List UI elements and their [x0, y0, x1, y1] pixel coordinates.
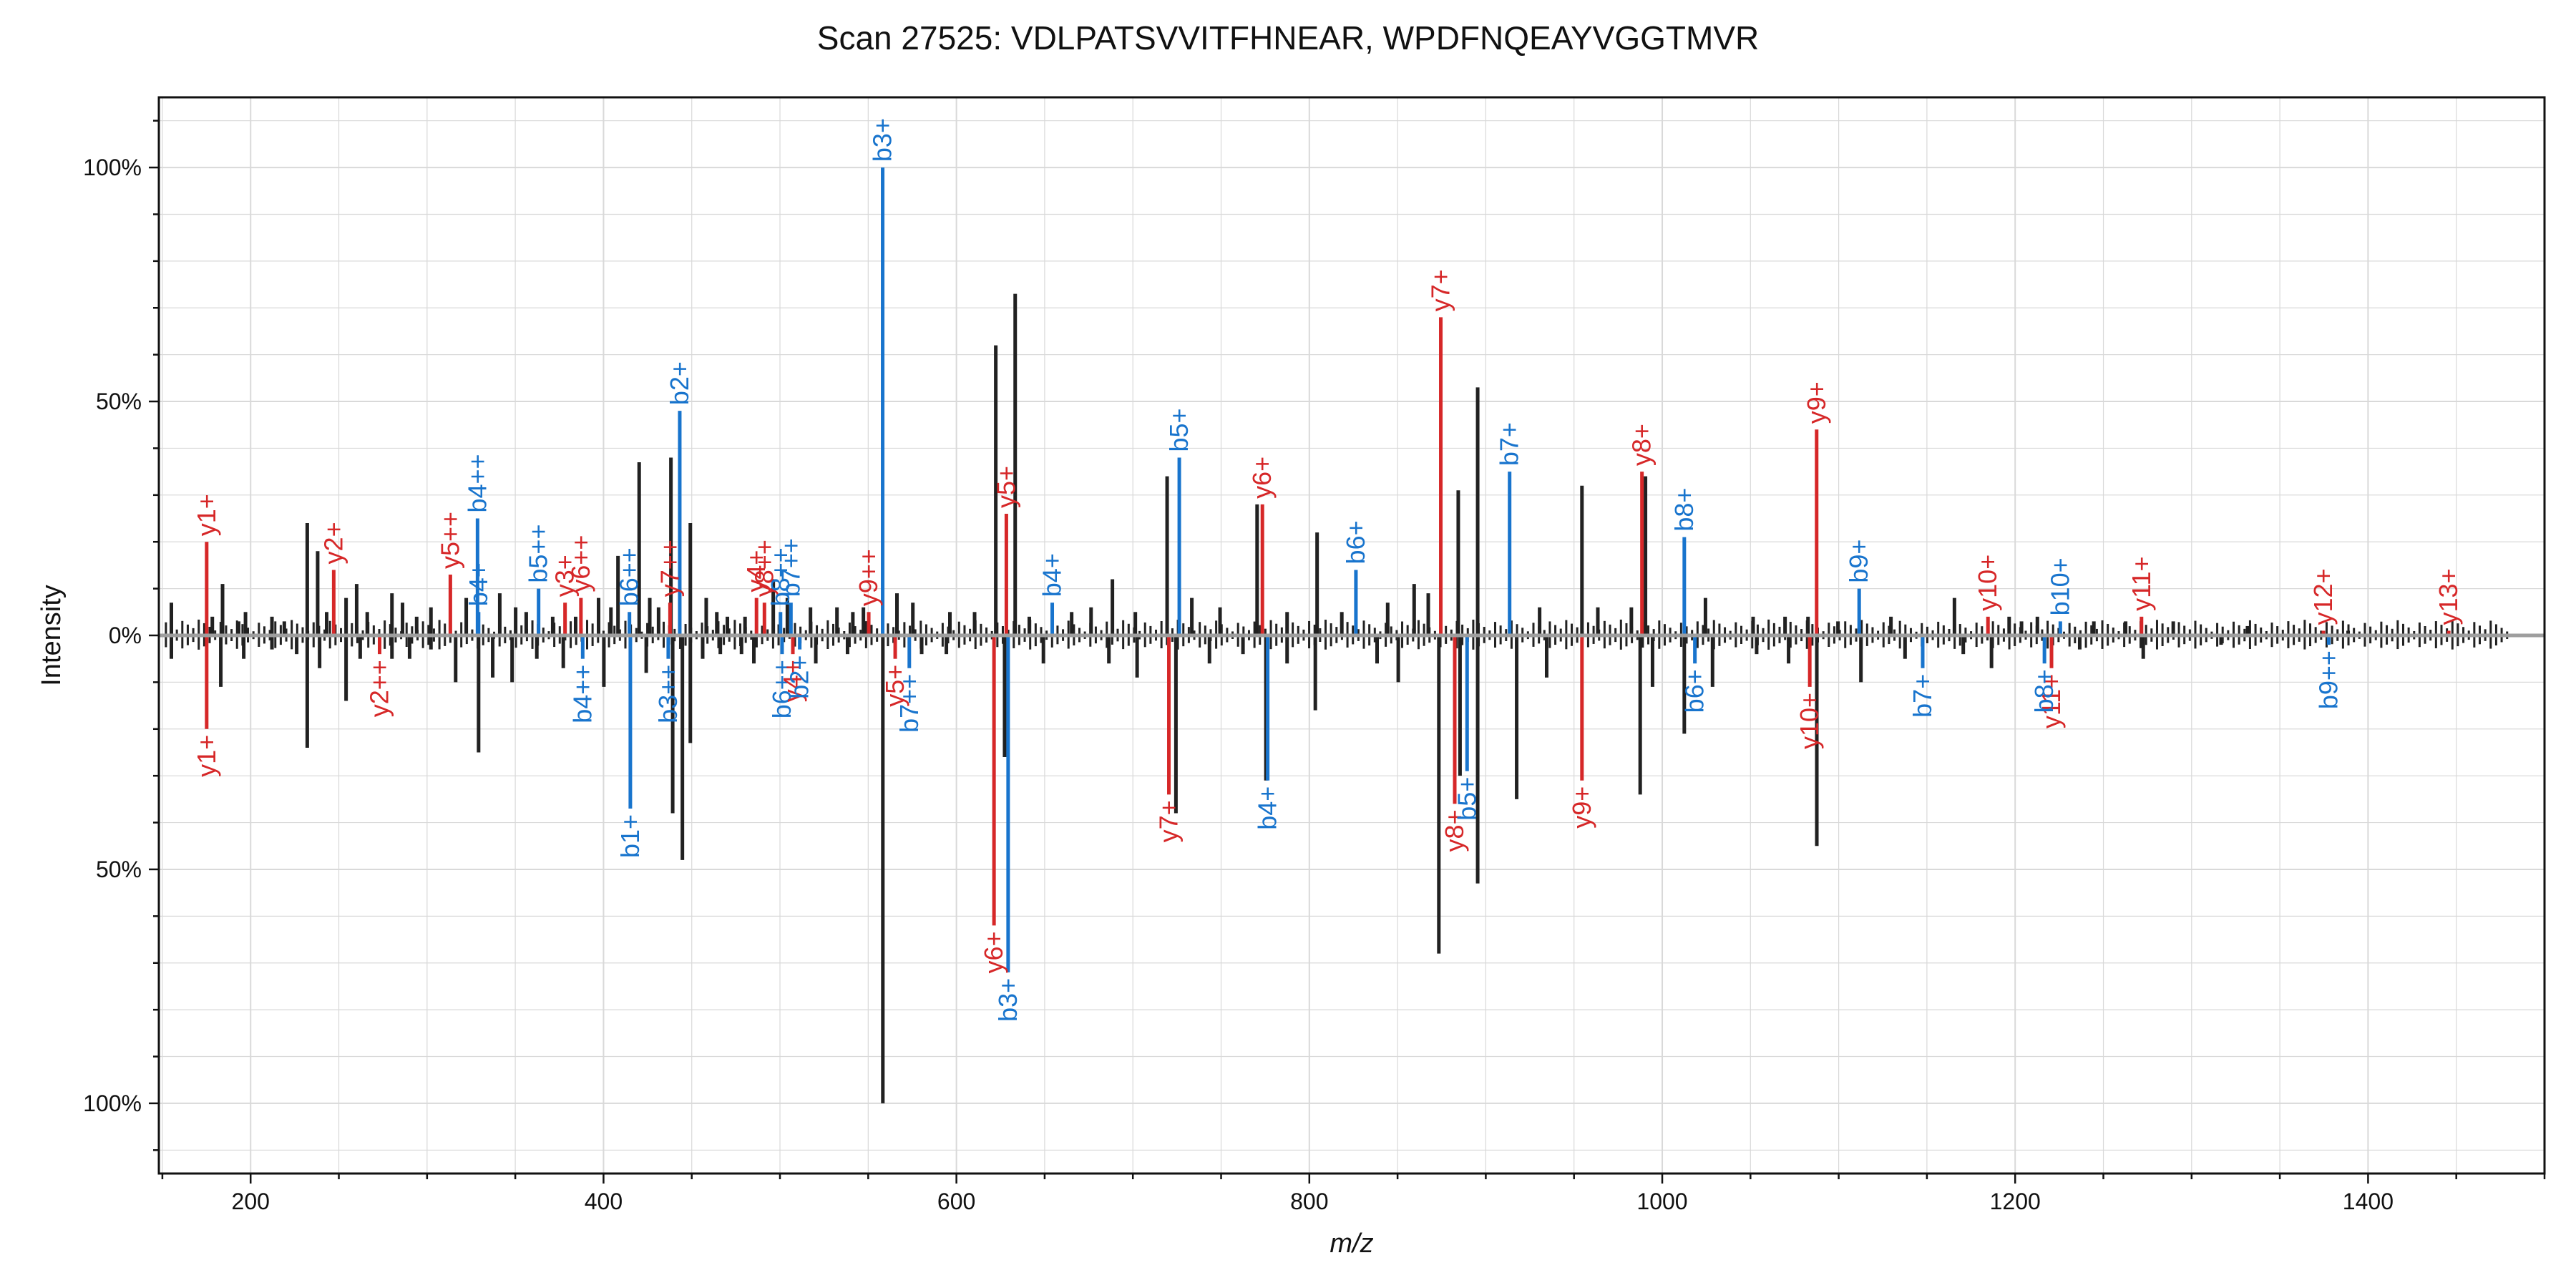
annotated-peaks	[205, 167, 2451, 972]
ion-label-b2p: b2+	[665, 361, 694, 405]
ion-label-y5p: y5+	[991, 466, 1020, 508]
ion-label-y5p: y5+	[880, 665, 909, 707]
ion-label-y6p: y6+	[979, 931, 1008, 973]
ion-label-b6pp: b6++	[615, 547, 644, 606]
x-axis-label: m/z	[1330, 1229, 1373, 1259]
ion-label-b9pp: b9++	[2313, 650, 2343, 709]
x-tick-label: 1400	[2343, 1189, 2394, 1214]
ion-label-y13p: y13+	[2434, 568, 2463, 625]
ion-label-y8p: y8+	[1440, 809, 1469, 852]
ion-label-b6p: b6+	[1680, 669, 1709, 713]
ion-label-y6pp: y6++	[566, 535, 595, 592]
ion-label-y5pp: y5++	[435, 512, 464, 569]
ion-label-b9p: b9+	[1844, 540, 1873, 583]
ion-label-b4p: b4+	[1038, 553, 1067, 597]
x-tick-label: 400	[585, 1189, 623, 1214]
x-tick-label: 1000	[1636, 1189, 1687, 1214]
ion-label-y2p: y2+	[318, 522, 348, 564]
ion-label-b7pp: b7++	[776, 538, 805, 597]
ion-label-y1p: y1+	[192, 494, 221, 536]
ion-label-b8pp: b8++	[766, 547, 795, 606]
ion-label-y6p: y6+	[1247, 457, 1277, 499]
ion-label-b5pp: b5++	[524, 525, 553, 583]
ion-label-b4pp: b4++	[462, 454, 492, 512]
ion-label-y7p: y7+	[1426, 269, 1455, 311]
ion-label-b7p: b7+	[1495, 422, 1524, 466]
x-tick-label: 200	[232, 1189, 270, 1214]
x-tick-label: 600	[937, 1189, 975, 1214]
y-tick-label: 50%	[96, 857, 142, 882]
ion-label-y3p: y3+	[550, 555, 580, 597]
y-tick-label: 0%	[109, 623, 142, 648]
ion-label-b4p: b4+	[1253, 786, 1282, 830]
x-tick-label: 800	[1290, 1189, 1328, 1214]
ion-label-b4pp: b4++	[567, 665, 597, 723]
ion-label-b7pp: b7++	[894, 674, 924, 733]
ion-label-b4p: b4+	[464, 562, 493, 606]
ion-label-y4p: y4+	[778, 660, 807, 702]
ion-label-b8p: b8+	[2029, 669, 2059, 713]
ion-label-b1p: b1+	[615, 814, 645, 858]
ion-label-y4p: y4+	[741, 550, 771, 592]
y-tick-label: 50%	[96, 389, 142, 414]
ion-label-y10p: y10+	[1795, 693, 1824, 749]
y-tick-label: 100%	[83, 1091, 142, 1116]
ion-label-b3pp: b3++	[653, 665, 683, 723]
ion-label-y8p: y8+	[1627, 424, 1657, 466]
ion-labels: y1+y2+ y5++b4++b4+b5++y3+y6++ b6++ y7++b2+y…	[192, 118, 2463, 1022]
ion-label-b6pp: b6++	[767, 660, 796, 718]
ion-label-y7pp: y7++	[655, 540, 684, 597]
ion-label-b3p: b3+	[993, 978, 1023, 1022]
ion-label-b5p: b5+	[1452, 777, 1481, 821]
axes: 200 400 600 800 1000 1200 1400 100% 50% 0% 50% 100%	[83, 119, 2546, 1214]
chart-title: Scan 27525: VDLPATSVVITFHNEAR, WPDFNQEAY…	[816, 19, 1760, 57]
ion-label-y10p: y10+	[1973, 555, 2002, 611]
y-tick-label: 100%	[83, 155, 142, 180]
ion-label-y11p: y11+	[2036, 674, 2066, 728]
ion-label-b8p: b8+	[1669, 488, 1699, 532]
ion-label-y1p: y1+	[192, 735, 221, 777]
ion-label-b3p: b3+	[868, 118, 897, 162]
ion-label-y9p: y9+	[1802, 381, 1831, 424]
ion-label-y7p: y7+	[1154, 800, 1184, 842]
x-tick-label: 1200	[1990, 1189, 2041, 1214]
ion-label-b10p: b10+	[2045, 557, 2074, 615]
y-axis-label: Intensity	[36, 585, 67, 686]
ion-label-b2p: b2+	[785, 655, 814, 699]
ion-label-y11p: y11+	[2127, 556, 2156, 610]
ion-label-y9pp: y9++	[854, 549, 883, 606]
ion-label-y2pp: y2++	[364, 660, 394, 717]
ion-label-b5p: b5+	[1164, 408, 1194, 452]
ion-label-y12p: y12+	[2308, 568, 2338, 625]
ion-label-b6p: b6+	[1341, 520, 1370, 564]
ion-label-y8pp: y8++	[749, 540, 779, 597]
unannotated-peaks	[165, 293, 2509, 1103]
ion-label-b7p: b7+	[1908, 674, 1937, 718]
ion-label-y9p: y9+	[1567, 786, 1596, 829]
